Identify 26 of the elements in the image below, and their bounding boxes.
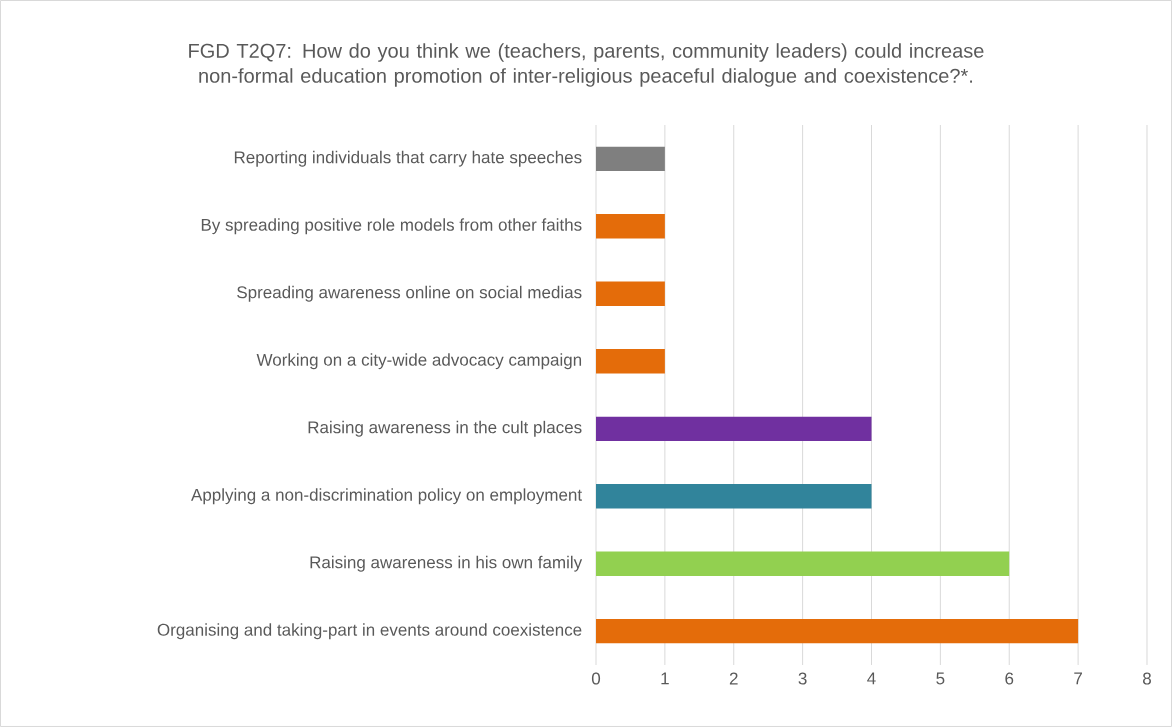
bar <box>596 281 665 306</box>
x-tick-label: 0 <box>591 672 601 685</box>
bar <box>596 349 665 374</box>
x-tick-label: 1 <box>661 672 669 685</box>
x-tick-label: 4 <box>867 672 876 685</box>
y-tick-label: Organising and taking-part in events around coexistence <box>157 623 582 640</box>
y-tick-label: Raising awareness in his own family <box>310 555 583 572</box>
y-tick-label: Working on a city-wide advocacy campaign <box>256 353 582 370</box>
x-tick-label: 6 <box>1005 672 1014 685</box>
x-tick-label: 2 <box>729 672 738 685</box>
x-tick-label: 3 <box>798 672 807 685</box>
bar <box>596 484 872 509</box>
y-tick-label: By spreading positive role models from other faiths <box>201 218 582 235</box>
x-tick-label: 5 <box>936 672 945 685</box>
bar <box>596 619 1079 644</box>
y-tick-label: Applying a non-discrimination policy on employment <box>191 488 582 505</box>
bar <box>596 551 1010 576</box>
y-tick-label: Reporting individuals that carry hate speeches <box>234 150 582 167</box>
chart-title: FGD T2Q7: How do you think we (teachers, parents, community leaders) could increase non-formal education promotion of inter-religious peaceful dialogue and coexistence?*. <box>189 43 984 87</box>
bar <box>596 416 872 441</box>
y-tick-label: Raising awareness in the cult places <box>308 420 582 437</box>
bar <box>596 146 665 171</box>
x-tick-label: 7 <box>1074 672 1082 685</box>
x-tick-label: 8 <box>1143 672 1151 685</box>
y-tick-label: Spreading awareness online on social medias <box>237 285 582 302</box>
bar <box>596 214 665 239</box>
